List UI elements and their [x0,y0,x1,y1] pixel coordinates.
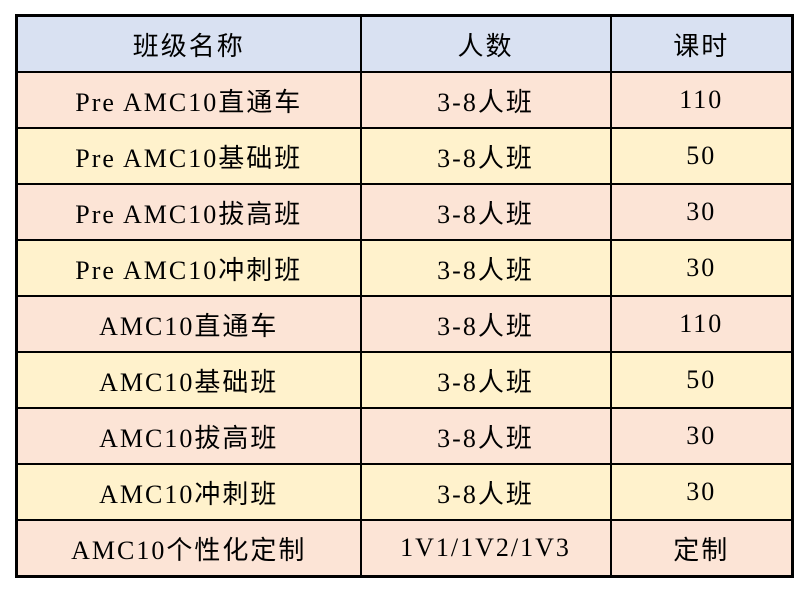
table-container: 班级名称 人数 课时 Pre AMC10直通车 3-8人班 110 Pre AM… [15,14,794,578]
header-class-size: 人数 [359,14,612,73]
class-size-cell: 3-8人班 [359,407,612,465]
class-hours-cell: 50 [609,127,794,185]
class-name-cell: Pre AMC10冲刺班 [15,239,362,297]
table-row: Pre AMC10基础班 3-8人班 50 [15,127,794,185]
class-hours-cell: 30 [609,239,794,297]
class-hours-cell: 110 [609,71,794,129]
table-row: AMC10拔高班 3-8人班 30 [15,407,794,465]
class-name-cell: Pre AMC10基础班 [15,127,362,185]
class-name-cell: AMC10直通车 [15,295,362,353]
table-row: Pre AMC10拔高班 3-8人班 30 [15,183,794,241]
table-header-row: 班级名称 人数 课时 [15,14,794,73]
class-hours-cell: 50 [609,351,794,409]
class-name-cell: AMC10个性化定制 [15,519,362,578]
class-size-cell: 3-8人班 [359,71,612,129]
class-name-cell: AMC10拔高班 [15,407,362,465]
class-name-cell: AMC10基础班 [15,351,362,409]
class-hours-cell: 110 [609,295,794,353]
class-name-cell: Pre AMC10拔高班 [15,183,362,241]
class-size-cell: 3-8人班 [359,183,612,241]
header-class-name: 班级名称 [15,14,362,73]
class-size-cell: 3-8人班 [359,127,612,185]
table-row: AMC10冲刺班 3-8人班 30 [15,463,794,521]
class-size-cell: 1V1/1V2/1V3 [359,519,612,578]
class-hours-cell: 定制 [609,519,794,578]
class-size-cell: 3-8人班 [359,295,612,353]
header-class-hours: 课时 [609,14,794,73]
table-row: AMC10直通车 3-8人班 110 [15,295,794,353]
table-row: AMC10基础班 3-8人班 50 [15,351,794,409]
table-row: Pre AMC10直通车 3-8人班 110 [15,71,794,129]
class-name-cell: AMC10冲刺班 [15,463,362,521]
amc10-course-table: 班级名称 人数 课时 Pre AMC10直通车 3-8人班 110 Pre AM… [15,14,794,578]
class-size-cell: 3-8人班 [359,463,612,521]
class-hours-cell: 30 [609,183,794,241]
table-row: AMC10个性化定制 1V1/1V2/1V3 定制 [15,519,794,578]
class-name-cell: Pre AMC10直通车 [15,71,362,129]
class-hours-cell: 30 [609,407,794,465]
class-size-cell: 3-8人班 [359,239,612,297]
class-size-cell: 3-8人班 [359,351,612,409]
class-hours-cell: 30 [609,463,794,521]
table-row: Pre AMC10冲刺班 3-8人班 30 [15,239,794,297]
